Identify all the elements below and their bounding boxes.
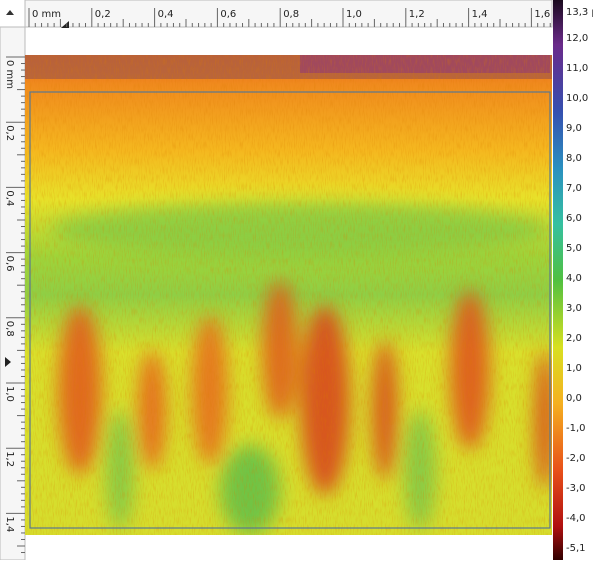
top-ruler-label: 0,2 xyxy=(95,9,111,20)
top-ruler-label: 1,6 xyxy=(534,9,550,20)
color-scale-label: 4,0 xyxy=(566,273,582,284)
color-scale-label: 7,0 xyxy=(566,183,582,194)
color-scale-label: -3,0 xyxy=(566,483,586,494)
color-scale-bar xyxy=(553,0,563,560)
height-map xyxy=(25,55,552,535)
top-ruler-label: 1,0 xyxy=(346,9,362,20)
top-ruler-label: 0 mm xyxy=(32,9,61,20)
ruler-arrow[interactable] xyxy=(6,10,14,15)
color-scale-label: 8,0 xyxy=(566,153,582,164)
color-scale-label: 2,0 xyxy=(566,333,582,344)
color-scale-label: 9,0 xyxy=(566,123,582,134)
left-ruler-label: 1,4 xyxy=(4,516,15,532)
color-scale-label: 6,0 xyxy=(566,213,582,224)
top-ruler-label: 0,8 xyxy=(283,9,299,20)
color-scale-label: -1,0 xyxy=(566,423,586,434)
color-scale-label: 0,0 xyxy=(566,393,582,404)
top-ruler-label: 1,2 xyxy=(409,9,425,20)
left-ruler-label: 1,2 xyxy=(4,451,15,467)
color-scale-label: 12,0 xyxy=(566,33,588,44)
top-ruler-label: 1,4 xyxy=(472,9,488,20)
left-ruler xyxy=(0,26,26,561)
color-scale-label: -2,0 xyxy=(566,453,586,464)
left-marker xyxy=(5,357,11,367)
left-ruler-label: 0 mm xyxy=(4,60,15,89)
top-ruler xyxy=(24,0,553,28)
left-ruler-label: 1,0 xyxy=(4,386,15,402)
color-scale-label: -5,1 xyxy=(566,543,586,554)
color-scale-label: 3,0 xyxy=(566,303,582,314)
color-scale-label: 13,3 µ xyxy=(566,7,593,18)
color-scale-label: -4,0 xyxy=(566,513,586,524)
color-scale-label: 11,0 xyxy=(566,63,588,74)
left-ruler-label: 0,6 xyxy=(4,256,15,272)
color-scale-label: 10,0 xyxy=(566,93,588,104)
top-ruler-label: 0,4 xyxy=(158,9,174,20)
selection-frame[interactable] xyxy=(29,91,551,529)
top-ruler-label: 0,6 xyxy=(220,9,236,20)
left-ruler-label: 0,2 xyxy=(4,125,15,141)
color-scale-label: 5,0 xyxy=(566,243,582,254)
left-ruler-label: 0,8 xyxy=(4,321,15,337)
color-scale-label: 1,0 xyxy=(566,363,582,374)
left-ruler-label: 0,4 xyxy=(4,190,15,206)
